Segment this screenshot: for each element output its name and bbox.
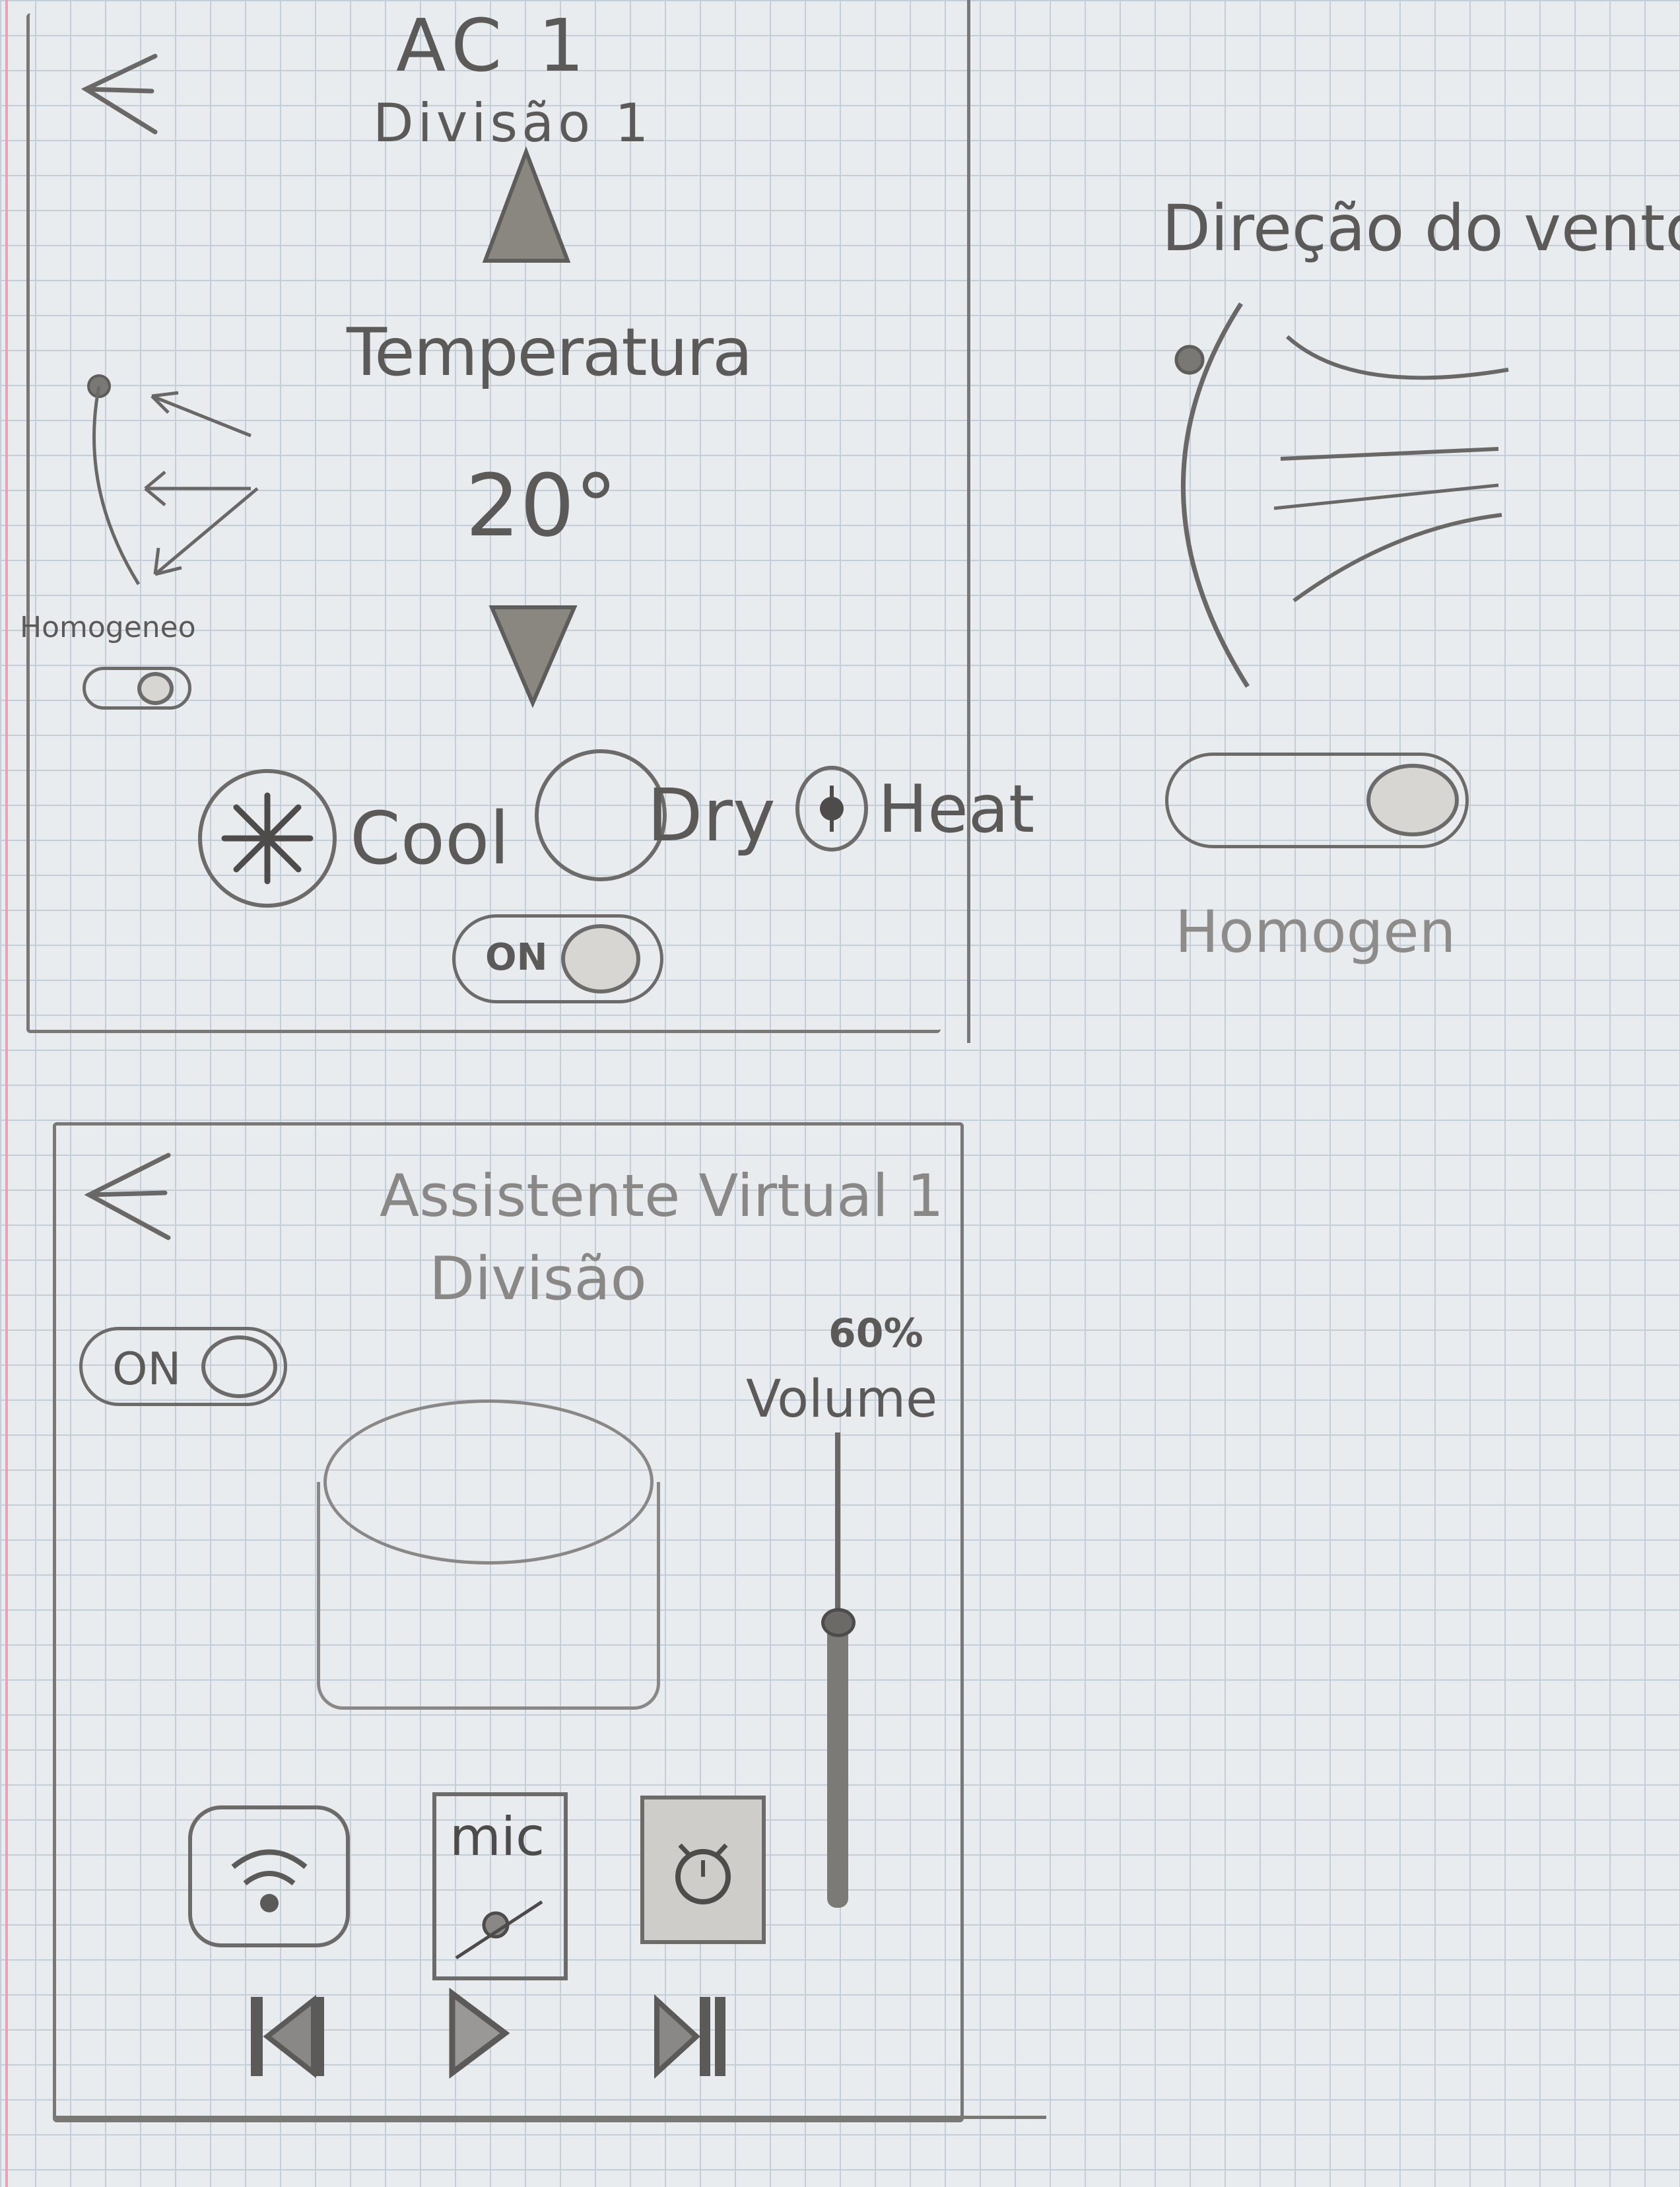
back-button[interactable] [83, 1145, 175, 1244]
back-button[interactable] [76, 40, 162, 139]
power-toggle-label: ON [112, 1343, 182, 1396]
assistant-screen [53, 1122, 964, 2122]
wind-direction-icon [1142, 290, 1512, 700]
triangle-down-icon [488, 605, 578, 708]
toggle-knob [137, 672, 174, 705]
temperature-down-button[interactable] [485, 601, 581, 710]
play-icon [449, 1988, 510, 2079]
toggle-knob [201, 1335, 277, 1398]
page-title: Assistente Virtual 1 [380, 1162, 944, 1230]
homogeneous-toggle[interactable] [83, 667, 191, 710]
power-toggle-label: ON [485, 936, 548, 979]
back-arrow-icon [81, 53, 158, 135]
ac-screen-divider [967, 0, 970, 1043]
temperature-value: 20° [465, 455, 618, 556]
temperature-label: Temperatura [347, 314, 753, 391]
play-button[interactable] [446, 1987, 512, 2079]
toggle-knob [561, 924, 640, 993]
alarm-button[interactable] [640, 1796, 766, 1944]
previous-icon [251, 1994, 324, 2079]
back-arrow-icon [84, 1153, 171, 1240]
page-title: AC 1 [396, 3, 591, 88]
assistant-bottom-line [56, 2116, 1046, 2119]
microphone-label: mic [450, 1806, 545, 1867]
power-toggle[interactable]: ON [452, 914, 663, 1003]
airflow-direction-icon [73, 356, 271, 594]
mode-heat-label: Heat [878, 770, 1035, 848]
temperature-up-button[interactable] [479, 146, 574, 267]
device-display [317, 1399, 667, 1710]
circle-icon [535, 749, 667, 881]
volume-slider[interactable] [805, 1432, 871, 1914]
volume-percent: 60% [828, 1310, 924, 1357]
wind-homogeneous-toggle[interactable] [1165, 753, 1469, 848]
next-icon [654, 1994, 725, 2079]
page-subtitle: Divisão 1 [373, 92, 653, 154]
page-subtitle: Divisão [429, 1244, 647, 1314]
wind-direction-title: Direção do vento [1162, 191, 1680, 265]
snowflake-icon [198, 769, 337, 908]
mode-dry[interactable]: Dry [535, 749, 776, 881]
volume-label: Volume [746, 1370, 938, 1429]
mode-cool[interactable]: Cool [198, 769, 510, 908]
wifi-button[interactable] [188, 1805, 350, 1947]
notebook-margin [5, 0, 8, 2187]
mode-dry-label: Dry [647, 773, 776, 858]
previous-button[interactable] [248, 1990, 327, 2083]
volume-slider-fill [827, 1623, 848, 1908]
next-button[interactable] [650, 1990, 729, 2083]
mode-heat[interactable]: Heat [795, 766, 1034, 852]
ac-screen [26, 13, 941, 1033]
microphone-icon [455, 1900, 543, 1960]
homogeneous-label: Homogeneo [20, 611, 196, 644]
microphone-button[interactable]: mic [432, 1792, 568, 1980]
volume-slider-thumb[interactable] [821, 1608, 856, 1637]
wifi-icon [230, 1849, 308, 1912]
toggle-knob [1366, 764, 1459, 836]
alarm-clock-icon [675, 1843, 731, 1904]
mode-cool-label: Cool [350, 796, 510, 881]
sun-icon [795, 766, 868, 852]
assistant-power-toggle[interactable]: ON [79, 1327, 287, 1406]
wind-homogeneous-label: Homogen [1175, 898, 1456, 966]
triangle-up-icon [482, 146, 571, 263]
device-display-body [317, 1482, 660, 1710]
